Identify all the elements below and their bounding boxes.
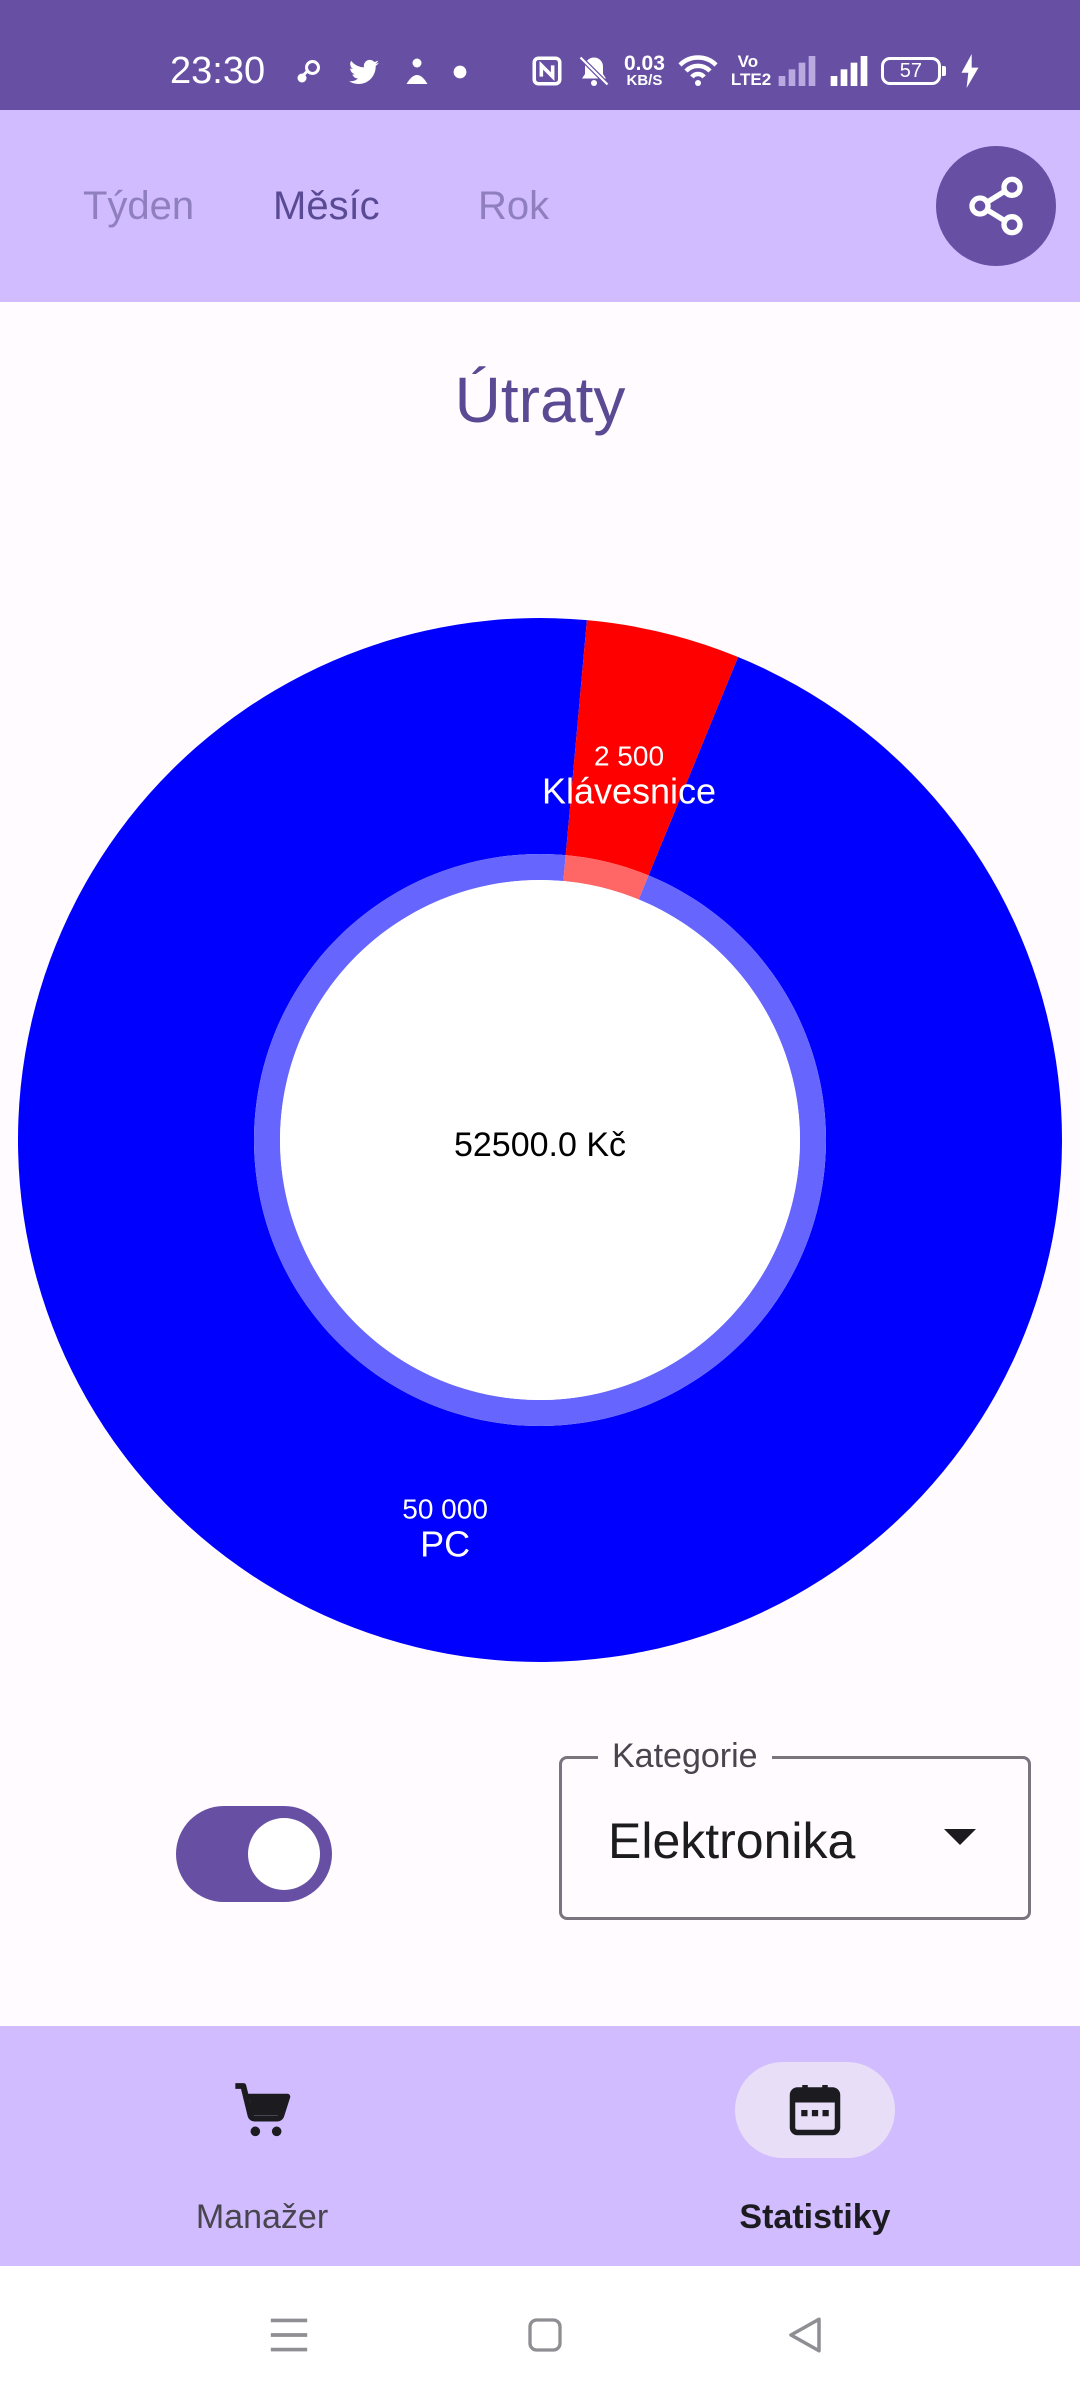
- signal-icon: [830, 56, 868, 86]
- category-value: Elektronika: [608, 1813, 856, 1869]
- share-icon: [969, 176, 1023, 236]
- twitter-icon: [349, 59, 379, 84]
- slice-category-label-klavesnice: Klávesnice: [542, 771, 716, 812]
- status-bar: 23:30: [0, 0, 1080, 110]
- toggle-knob: [248, 1818, 320, 1890]
- dropdown-arrow-icon: [944, 1829, 976, 1845]
- net-speed: 0.03 KB/S: [624, 51, 665, 89]
- system-menu-button[interactable]: [244, 2290, 334, 2380]
- bell-off-icon: [578, 55, 610, 87]
- notification-icon: [406, 58, 428, 84]
- nav-item-statistics[interactable]: Statistiky: [665, 2026, 965, 2266]
- chart-toggle-switch[interactable]: [176, 1806, 332, 1902]
- dot-icon: [453, 65, 467, 79]
- page-title: Útraty: [454, 364, 626, 436]
- tab-month[interactable]: Měsíc: [273, 184, 380, 228]
- calendar-icon: [789, 2085, 841, 2136]
- nav-item-manager[interactable]: Manažer: [112, 2026, 412, 2266]
- center-total-label: 52500.0 Kč: [454, 1126, 626, 1164]
- wifi-icon: [678, 55, 718, 86]
- tab-week[interactable]: Týden: [83, 184, 195, 228]
- menu-icon: [270, 2318, 308, 2352]
- share-button[interactable]: [936, 146, 1056, 266]
- pie-slice-pc[interactable]: [17, 618, 1062, 1662]
- back-icon: [789, 2317, 821, 2353]
- nav-icon-container: [182, 2062, 342, 2158]
- charging-icon: [961, 54, 979, 88]
- shopping-cart-icon: [235, 2083, 291, 2137]
- net-speed-value: 0.03: [624, 51, 665, 75]
- system-back-button[interactable]: [760, 2290, 850, 2380]
- steam-icon: [297, 60, 320, 83]
- bottom-navigation: Manažer Statistiky: [0, 2026, 1080, 2266]
- nav-active-indicator: [735, 2062, 895, 2158]
- pie-slice-klavesnice[interactable]: [565, 620, 739, 876]
- donut-hole: [280, 880, 800, 1400]
- nav-label-manager: Manažer: [195, 2198, 329, 2236]
- nav-label-statistics: Statistiky: [739, 2198, 891, 2236]
- slice-value-label-klavesnice: 2 500: [594, 741, 664, 772]
- status-notification-icons: [290, 50, 468, 94]
- category-dropdown[interactable]: Kategorie Elektronika: [559, 1733, 1031, 1920]
- battery-icon: 57: [880, 57, 946, 85]
- tab-year[interactable]: Rok: [478, 184, 550, 228]
- status-system-icons: 0.03 KB/S Vo LTE2 57: [530, 48, 981, 94]
- net-speed-unit: KB/S: [626, 71, 663, 89]
- status-time: 23:30: [170, 50, 266, 92]
- system-navigation-bar: [0, 2266, 1080, 2400]
- period-tab-bar: Týden Měsíc Rok: [0, 110, 1080, 302]
- category-label: Kategorie: [598, 1733, 772, 1779]
- volte-label: Vo LTE2: [730, 52, 772, 89]
- nfc-icon: [532, 56, 562, 86]
- system-home-button[interactable]: [500, 2290, 590, 2380]
- signal-icon: [778, 56, 816, 86]
- home-icon: [528, 2318, 562, 2352]
- slice-category-label-pc: PC: [420, 1524, 470, 1565]
- pie-slice-inner-klavesnice: [563, 855, 649, 900]
- slice-value-label-pc: 50 000: [402, 1494, 488, 1525]
